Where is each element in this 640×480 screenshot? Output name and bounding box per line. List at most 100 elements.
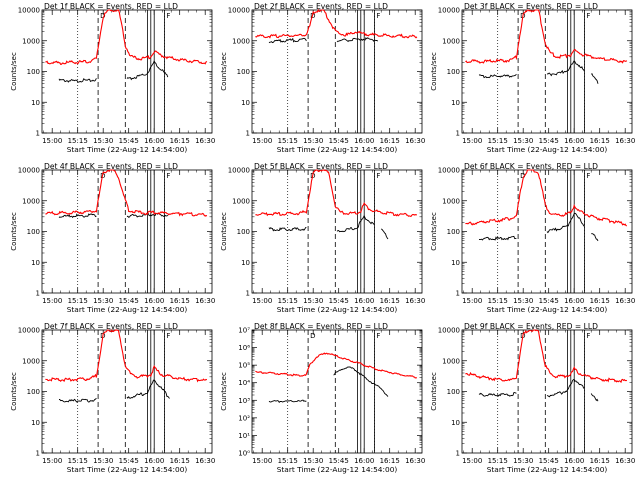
x-tick-label: 15:15 [68, 297, 88, 305]
x-tick-label: 15:45 [119, 137, 139, 145]
x-tick-label: 15:00 [42, 137, 62, 145]
x-tick-label: 16:00 [144, 457, 164, 465]
marker-label: D [520, 172, 525, 180]
y-tick-label: 1000 [232, 197, 250, 205]
lld-series-line [465, 9, 628, 64]
y-tick-label: 10000 [18, 327, 40, 335]
x-tick-label: 16:30 [405, 457, 425, 465]
y-tick-label: 100 [27, 228, 40, 236]
y-axis-label: Counts/sec [10, 372, 18, 411]
x-tick-label: 16:30 [405, 137, 425, 145]
plot-frame [41, 329, 213, 454]
y-axis-label: Counts/sec [220, 372, 228, 411]
x-tick-label: 15:45 [329, 297, 349, 305]
marker-label: F [376, 332, 380, 340]
x-tick-label: 15:45 [119, 297, 139, 305]
y-tick-label: 10⁵ [238, 362, 250, 370]
events-series-line [478, 73, 517, 79]
x-tick-label: 16:15 [380, 297, 400, 305]
events-series-line [478, 235, 517, 241]
events-series-line [336, 37, 379, 43]
lld-series-line [45, 169, 208, 217]
x-axis-label: Start Time (22-Aug-12 14:54:00) [277, 465, 398, 474]
plot-frame [461, 9, 633, 134]
events-series-line [546, 60, 585, 77]
x-tick-label: 15:30 [513, 137, 533, 145]
x-tick-label: 15:00 [252, 297, 272, 305]
x-tick-label: 16:15 [590, 137, 610, 145]
y-tick-label: 10⁶ [238, 344, 250, 352]
lld-series-line [45, 329, 208, 383]
marker-label: F [166, 12, 170, 20]
y-tick-label: 10 [31, 259, 40, 267]
marker-label: F [376, 12, 380, 20]
y-axis-label: Counts/sec [10, 212, 18, 251]
y-tick-label: 10 [241, 99, 250, 107]
y-tick-label: 100 [27, 388, 40, 396]
y-tick-label: 1 [36, 450, 40, 458]
x-tick-label: 15:15 [488, 457, 508, 465]
x-tick-label: 15:00 [42, 457, 62, 465]
y-axis-label: Counts/sec [220, 52, 228, 91]
y-tick-label: 100 [237, 228, 250, 236]
y-tick-label: 100 [447, 388, 460, 396]
y-tick-label: 1000 [22, 37, 40, 45]
x-axis-label: Start Time (22-Aug-12 14:54:00) [487, 145, 608, 154]
marker-label: F [166, 172, 170, 180]
panel-title: Det 3f BLACK = Events, RED = LLD [464, 2, 598, 11]
panel-title: Det 4f BLACK = Events, RED = LLD [44, 162, 178, 171]
events-series-line [58, 78, 97, 83]
x-tick-label: 15:15 [278, 457, 298, 465]
y-axis-label: Counts/sec [220, 212, 228, 251]
marker-label: F [376, 172, 380, 180]
x-tick-label: 15:30 [93, 457, 113, 465]
x-axis-label: Start Time (22-Aug-12 14:54:00) [67, 305, 188, 314]
x-tick-label: 15:00 [462, 137, 482, 145]
x-tick-label: 16:00 [144, 297, 164, 305]
x-axis-label: Start Time (22-Aug-12 14:54:00) [67, 145, 188, 154]
y-axis-label: Counts/sec [430, 212, 438, 251]
x-tick-label: 15:15 [488, 297, 508, 305]
marker-label: F [166, 332, 170, 340]
x-tick-label: 16:00 [354, 297, 374, 305]
panel-title: Det 8f BLACK = Events, RED = LLD [254, 322, 388, 331]
marker-label: F [586, 172, 590, 180]
x-tick-label: 16:30 [615, 457, 635, 465]
events-series-line [58, 213, 97, 219]
x-tick-label: 16:30 [195, 297, 215, 305]
events-series-line [126, 379, 170, 399]
x-axis-label: Start Time (22-Aug-12 14:54:00) [277, 305, 398, 314]
y-tick-label: 100 [27, 68, 40, 76]
x-tick-label: 15:00 [462, 297, 482, 305]
events-series-line [546, 378, 585, 398]
x-tick-label: 15:30 [303, 137, 323, 145]
y-tick-label: 10² [238, 414, 250, 422]
lld-series-line [465, 169, 628, 227]
y-tick-label: 10 [451, 419, 460, 427]
x-tick-label: 15:15 [278, 297, 298, 305]
x-tick-label: 15:00 [462, 457, 482, 465]
x-tick-label: 16:00 [564, 297, 584, 305]
y-tick-label: 10 [451, 99, 460, 107]
x-tick-label: 16:30 [405, 297, 425, 305]
y-tick-label: 1 [456, 130, 460, 138]
y-tick-label: 10000 [228, 167, 250, 175]
y-tick-label: 10000 [438, 327, 460, 335]
y-tick-label: 100 [237, 68, 250, 76]
x-tick-label: 15:15 [278, 137, 298, 145]
x-tick-label: 16:00 [144, 137, 164, 145]
events-series-line [546, 212, 585, 234]
y-tick-label: 1 [246, 130, 250, 138]
marker-label: F [586, 332, 590, 340]
x-tick-label: 15:45 [119, 457, 139, 465]
x-tick-label: 16:00 [354, 457, 374, 465]
y-axis-label: Counts/sec [430, 372, 438, 411]
x-tick-label: 16:15 [170, 297, 190, 305]
events-series-line [268, 227, 307, 232]
lld-series-line [465, 329, 628, 384]
